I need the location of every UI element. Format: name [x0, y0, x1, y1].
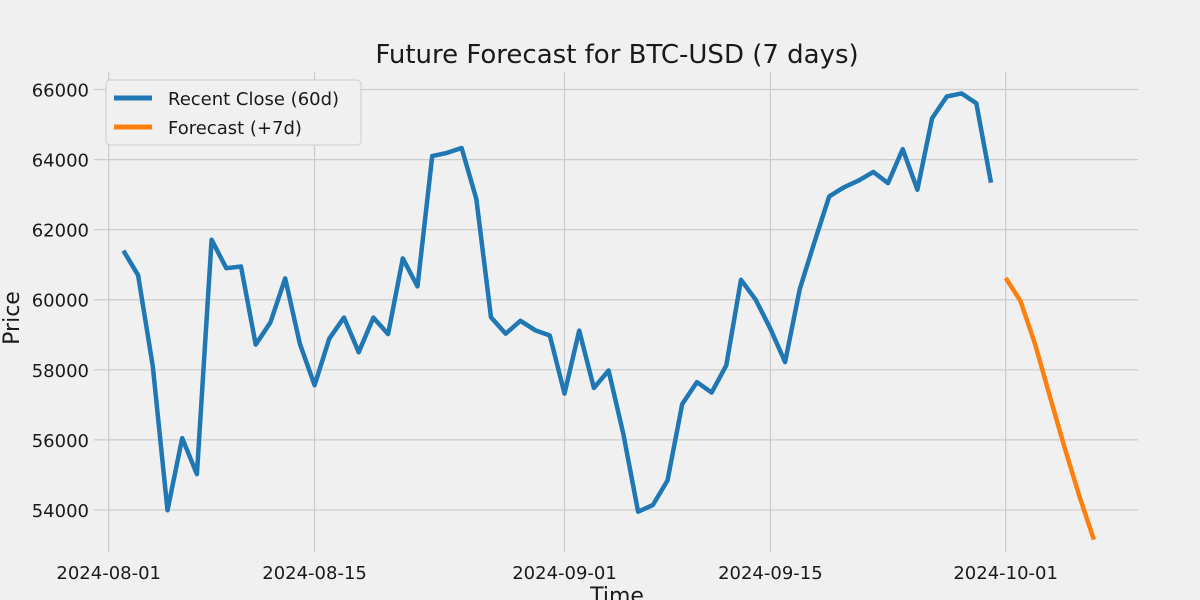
horizontal-grid [94, 88, 1138, 511]
legend-box [105, 79, 362, 146]
chart-title: Future Forecast for BTC-USD (7 days) [375, 40, 858, 70]
y-tick-labels: 54000 56000 58000 60000 62000 64000 66000 [32, 81, 89, 522]
x-axis-label: Time [589, 584, 644, 600]
series-lines [121, 91, 1097, 541]
x-tick-label: 2024-09-15 [718, 563, 823, 584]
y-tick-label: 62000 [32, 221, 89, 242]
legend-label-forecast: Forecast (+7d) [168, 118, 302, 139]
y-tick-label: 54000 [32, 501, 89, 522]
y-tick-label: 66000 [32, 81, 89, 102]
x-tick-label: 2024-08-01 [56, 563, 161, 584]
x-tick-label: 2024-10-01 [953, 563, 1058, 584]
x-tick-label: 2024-09-01 [512, 563, 617, 584]
legend: Recent Close (60d) Forecast (+7d) [105, 79, 362, 146]
series-line-recent-close [121, 91, 994, 514]
vertical-grid [108, 72, 1007, 552]
legend-label-recent-close: Recent Close (60d) [168, 89, 339, 110]
series-line-forecast [1003, 276, 1097, 541]
y-tick-label: 60000 [32, 291, 89, 312]
y-axis-label: Price [0, 291, 25, 345]
x-tick-label: 2024-08-15 [262, 563, 367, 584]
plot-area [94, 72, 1138, 552]
x-tick-labels: 2024-08-01 2024-08-15 2024-09-01 2024-09-15… [56, 563, 1058, 584]
y-tick-label: 56000 [32, 431, 89, 452]
y-tick-label: 64000 [32, 151, 89, 172]
y-tick-label: 58000 [32, 361, 89, 382]
